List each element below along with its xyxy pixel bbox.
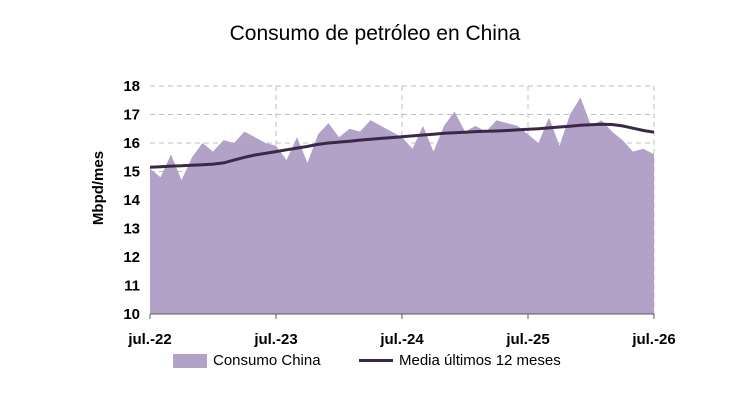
x-tick-labels: jul.-22 jul.-23 jul.-24 jul.-25 jul.-26: [127, 331, 675, 348]
y-tick-label: 10: [123, 306, 140, 323]
x-tick-label: jul.-22: [127, 331, 171, 348]
y-tick-label: 18: [123, 78, 140, 95]
legend-label-consumo: Consumo China: [213, 352, 321, 369]
y-tick-label: 14: [123, 192, 140, 209]
y-tick-label: 16: [123, 135, 140, 152]
area-consumo-china: [150, 97, 654, 315]
legend-swatch-area: [173, 353, 207, 368]
x-tick-label: jul.-24: [379, 331, 424, 348]
x-tick-label: jul.-23: [253, 331, 297, 348]
y-axis-label: Mbpd/mes: [90, 151, 107, 225]
legend: Consumo China Media últimos 12 meses: [0, 352, 750, 376]
y-tick-label: 17: [123, 107, 140, 124]
y-tick-label: 11: [124, 278, 140, 295]
legend-swatch-line: [359, 359, 393, 362]
axes: [149, 313, 655, 319]
line-media-12-meses: [149, 122, 655, 169]
legend-item-consumo: Consumo China: [173, 352, 321, 369]
legend-item-media: Media últimos 12 meses: [359, 352, 561, 369]
y-tick-label: 15: [123, 164, 140, 181]
legend-label-media: Media últimos 12 meses: [399, 352, 561, 369]
y-tick-label: 13: [123, 221, 140, 238]
x-tick-label: jul.-26: [631, 331, 675, 348]
chart-title: Consumo de petróleo en China: [229, 22, 521, 45]
y-tick-label: 12: [123, 249, 140, 266]
y-tick-labels: 10 11 12 13 14 15 16 17 18: [123, 78, 140, 323]
x-tick-label: jul.-25: [505, 331, 549, 348]
